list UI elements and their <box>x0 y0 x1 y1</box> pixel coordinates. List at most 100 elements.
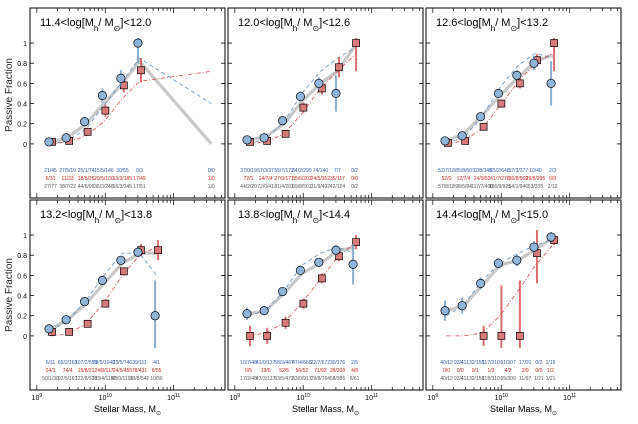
x-tick-label: 1010 <box>297 393 311 402</box>
red-dashdot-line <box>446 244 553 337</box>
count-red: 4/2 <box>505 368 512 374</box>
blue-dashed-line <box>50 252 157 332</box>
red-square-point <box>83 127 92 136</box>
count-blue: 47/4/665 <box>292 360 312 366</box>
x-tick-label: 1011 <box>365 393 378 402</box>
count-grey: 1/0 <box>208 184 215 190</box>
panel-title: 13.2<log[Mh/ M⊙]<13.8 <box>40 209 152 225</box>
y-tick-label: 0.2 <box>17 314 27 321</box>
count-grey: 10/8/542 <box>130 376 150 382</box>
count-red: 0/0 <box>535 368 542 374</box>
panel-3: 12.6<log[Mh/ M⊙]<13.2 52/7/18 85/8/60 92/8/… <box>425 7 622 199</box>
x-tick-label: 1010 <box>495 393 509 402</box>
y-tick-label: 0 <box>23 142 27 149</box>
count-blue: 58/3/467 <box>274 360 294 366</box>
count-grey: 6/61 <box>350 376 360 382</box>
count-grey: 2/12 <box>548 184 558 190</box>
count-red: 0/0 <box>457 368 464 374</box>
count-blue: 65/2/648 <box>490 168 510 174</box>
count-blue: 16/7/48 <box>240 360 257 366</box>
count-grey: 50/1/38 <box>42 376 59 382</box>
count-grey: 53/0/917 <box>292 376 312 382</box>
blue-circle-point <box>440 306 450 316</box>
count-grey: 31/9/492 <box>311 184 331 190</box>
panel-frame <box>29 7 226 199</box>
count-blue: 4/1 <box>153 360 160 366</box>
blue-circle-point <box>295 91 305 102</box>
y-axis-label-bottom: Passive Fraction <box>4 258 15 332</box>
red-square-point <box>83 319 92 328</box>
count-red: 28/208 <box>330 368 346 374</box>
blue-circle-point <box>259 306 269 316</box>
count-blue: 6/11 <box>46 360 56 366</box>
count-red: 24/5/352 <box>311 176 331 182</box>
count-grey: 27/77 <box>44 184 57 190</box>
count-red: 35/117 <box>330 176 345 182</box>
count-blue: 0/2 <box>535 360 542 366</box>
red-square-point <box>318 274 326 283</box>
blue-circle-point <box>242 135 252 145</box>
blue-circle-point <box>493 88 503 99</box>
y-tick-label: 0.6 <box>17 273 27 280</box>
count-grey: 58/385 <box>330 376 346 382</box>
count-red: 1/3 <box>488 368 495 374</box>
count-red: 24/9/52 <box>474 176 491 182</box>
red-square-point <box>335 63 343 72</box>
blue-circle-point <box>546 232 556 242</box>
panel-6: 14.4<log[Mh/ M⊙]<15.0 109 1010 1011 Stellar … <box>425 199 622 417</box>
count-blue: 23/5/746 <box>113 360 133 366</box>
red-square-point <box>65 328 73 336</box>
count-grey: 10/56 <box>150 376 163 382</box>
panel-5: 13.8<log[Mh/ M⊙]<14.4 109 1010 1011 Stellar … <box>227 199 424 417</box>
count-red: 15/8/21 <box>78 368 95 374</box>
panels-layer: 11.4<log[Mh/ M⊙]<12.0 0 0.2 0.4 0.6 0.8 1 21/45… <box>17 7 622 417</box>
panel-frame <box>425 199 622 391</box>
count-blue: 17/91 <box>519 360 532 366</box>
count-grey: 1/21 <box>534 376 544 382</box>
count-red: 41/7/278 <box>490 176 510 182</box>
red-square-point <box>120 267 128 276</box>
blue-circle-point <box>493 258 503 268</box>
y-tick-label: 0.4 <box>17 294 27 301</box>
blue-circle-point <box>331 88 341 99</box>
count-red: 20/5/100 <box>94 176 114 182</box>
blue-circle-point <box>44 137 54 147</box>
count-grey: 54/1/946 <box>509 184 529 190</box>
count-grey: 29/8/764 <box>311 376 331 382</box>
x-axis-label: Stellar Mass, M⊙ <box>490 404 557 417</box>
count-red: 19/0 <box>261 368 271 374</box>
count-blue: 22/7/672 <box>311 360 331 366</box>
red-square-point <box>299 103 308 112</box>
red-square-point <box>299 299 308 308</box>
count-blue: 2/3 <box>549 168 556 174</box>
count-grey: 44/6/99 <box>78 184 95 190</box>
blue-circle-point <box>116 73 126 83</box>
red-square-point <box>281 129 290 138</box>
blue-circle-point <box>314 78 324 88</box>
red-square-point <box>263 332 271 340</box>
red-square-point <box>246 332 254 340</box>
count-blue: 27/5/19 <box>59 168 76 174</box>
count-blue: 52/7/18 <box>438 168 455 174</box>
count-blue: 17/3/377 <box>509 168 529 174</box>
panel-title: 12.0<log[Mh/ M⊙]<12.6 <box>238 17 350 33</box>
count-blue: 1/19 <box>546 360 556 366</box>
count-blue: 107/2/559 <box>75 360 97 366</box>
red-square-point <box>352 238 360 246</box>
count-red: 6/55 <box>152 368 162 374</box>
blue-circle-point <box>259 133 269 143</box>
count-blue: 74/140 <box>313 168 329 174</box>
y-tick-label: 0.6 <box>17 81 27 88</box>
panel-frame <box>227 7 424 199</box>
red-square-point <box>550 39 558 47</box>
y-tick-label: 0.8 <box>17 61 27 68</box>
count-blue: 85/8/60 <box>455 168 472 174</box>
count-red: 27/0/171 <box>274 176 294 182</box>
count-grey: 72/0/41 <box>257 184 274 190</box>
count-blue: 40/12 <box>440 360 453 366</box>
count-grey: 81/4/201 <box>274 184 294 190</box>
panel-2: 12.0<log[Mh/ M⊙]<12.6 37/0/19 57/3/37 55/7/… <box>227 7 424 199</box>
blue-circle-point <box>278 116 288 126</box>
count-red: 52/0 <box>442 176 452 182</box>
